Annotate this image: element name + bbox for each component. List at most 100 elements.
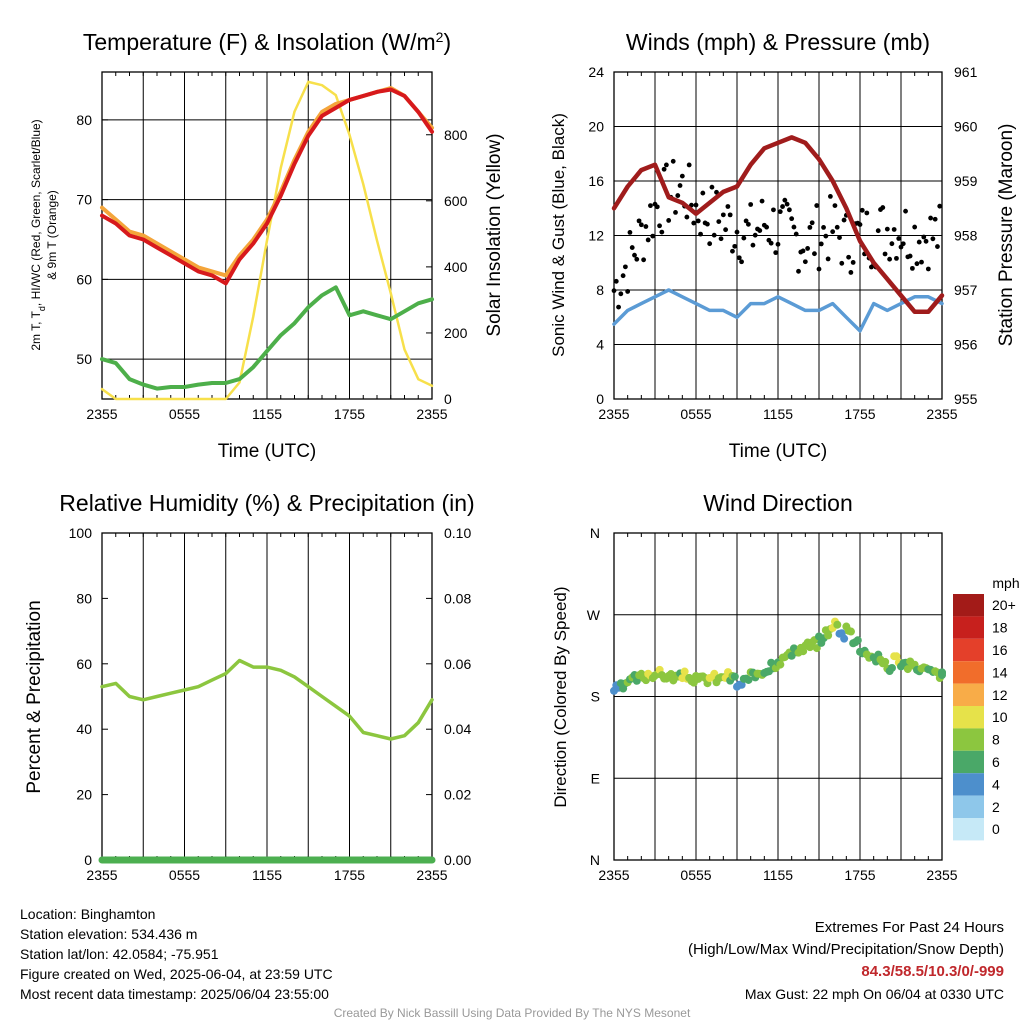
legend-label: 14	[992, 664, 1008, 680]
y-right-tick-label: 960	[954, 119, 978, 135]
legend-swatch	[953, 728, 984, 751]
legend-swatch	[953, 773, 984, 796]
gust-point	[919, 259, 924, 265]
gust-point	[675, 193, 681, 198]
gust-point	[704, 221, 710, 227]
gust-point	[650, 233, 656, 239]
y-tick-label: 80	[76, 590, 92, 606]
y-right-tick-label: 0	[444, 391, 452, 407]
gust-point	[716, 219, 722, 224]
gust-point	[661, 166, 667, 172]
gust-point	[663, 162, 669, 168]
y-axis-label-line2: & 9m T (Orange)	[45, 190, 59, 280]
gust-point	[636, 218, 642, 224]
gust-point	[730, 248, 735, 254]
gust-point	[925, 266, 931, 272]
gust-point	[759, 198, 765, 204]
gust-point	[830, 229, 836, 235]
gust-point	[786, 207, 792, 213]
gust-point	[757, 228, 763, 233]
gust-point	[632, 252, 637, 258]
legend-swatch	[953, 594, 984, 617]
gust-point	[773, 250, 779, 256]
extremes-title: Extremes For Past 24 Hours	[814, 919, 1004, 936]
gust-point	[859, 207, 865, 213]
gust-point	[846, 254, 852, 260]
legend-label: 2	[992, 799, 1000, 815]
y-axis-label: Direction (Colored By Speed)	[551, 586, 570, 807]
y-right-tick-label: 200	[444, 325, 468, 341]
direction-point	[938, 671, 946, 680]
legend-title: mph	[992, 575, 1019, 591]
y-tick-label: 0	[596, 391, 604, 407]
x-tick-label: 0555	[169, 867, 200, 883]
x-tick-label: 1155	[763, 406, 793, 422]
y-right-tick-label: 959	[954, 173, 978, 189]
y-label-part: 2m T, T	[29, 310, 43, 350]
direction-point	[812, 644, 821, 653]
direction-point	[887, 663, 896, 672]
y-tick-label: 20	[76, 787, 92, 803]
gust-point	[641, 257, 647, 263]
gust-point	[611, 288, 617, 294]
y-tick-label: 40	[76, 721, 92, 737]
gust-point	[850, 260, 856, 265]
gust-point	[725, 204, 731, 209]
legend-label: 20+	[992, 597, 1016, 613]
gust-point	[638, 222, 644, 228]
y-tick-label: W	[587, 607, 601, 623]
direction-point	[853, 636, 862, 645]
legend-swatch	[953, 683, 984, 706]
x-tick-label: 0555	[680, 867, 711, 883]
direction-point	[846, 627, 855, 636]
gust-point	[841, 217, 847, 223]
series-pressure	[611, 135, 945, 315]
gust-point	[825, 256, 831, 262]
y-tick-label: 60	[76, 656, 92, 672]
y-right-tick-label: 600	[444, 193, 468, 209]
x-tick-label: 2355	[926, 406, 957, 422]
gust-point	[935, 244, 940, 249]
gust-point	[693, 202, 699, 208]
gust-point	[666, 218, 672, 223]
gust-point	[691, 220, 697, 226]
gust-point	[616, 304, 621, 310]
y-tick-label: 16	[588, 173, 604, 189]
y-tick-label: 8	[596, 282, 604, 298]
max-gust-text: Max Gust: 22 mph On 06/04 at 0330 UTC	[744, 986, 1004, 1002]
gust-point	[930, 236, 936, 242]
gust-point	[709, 184, 715, 190]
gust-point	[909, 265, 915, 271]
extremes-box: Extremes For Past 24 Hours (High/Low/Max…	[688, 917, 1004, 1005]
gust-point	[880, 205, 886, 210]
legend-swatch	[953, 795, 984, 818]
direction-point	[776, 660, 785, 669]
gust-point	[613, 278, 619, 284]
direction-point	[730, 672, 739, 681]
humidity-precip-panel: Relative Humidity (%) & Precipitation (i…	[24, 490, 475, 883]
gust-point	[752, 232, 758, 238]
gust-point	[848, 270, 854, 275]
chart-title-2: Relative Humidity (%) & Precipitation (i…	[59, 490, 474, 516]
series-wind	[612, 288, 944, 333]
y-right-tick-label: 0.00	[444, 852, 471, 868]
gust-point	[882, 251, 888, 257]
gust-point	[789, 216, 795, 222]
legend-swatch	[953, 706, 984, 729]
x-tick-label: 1155	[252, 406, 282, 422]
chart-title-3: Wind Direction	[703, 490, 853, 516]
gust-point	[764, 224, 770, 230]
x-tick-label: 0555	[169, 406, 200, 422]
gust-point	[816, 266, 822, 272]
x-tick-label: 1155	[763, 867, 793, 883]
y-tick-label: 4	[596, 337, 604, 353]
y-axis-label: Sonic Wind & Gust (Blue, Black)	[549, 113, 568, 357]
temperature-insolation-panel: Temperature (F) & Insolation (W/m2)2355 0…	[29, 29, 505, 462]
recent-text: Most recent data timestamp: 2025/06/04 2…	[20, 986, 329, 1002]
y-tick-label: 50	[76, 351, 92, 367]
gust-point	[720, 212, 726, 218]
gust-point	[784, 201, 790, 207]
x-tick-label: 1755	[844, 867, 875, 883]
gust-point	[900, 241, 906, 247]
y-right-tick-label: 961	[954, 64, 978, 80]
